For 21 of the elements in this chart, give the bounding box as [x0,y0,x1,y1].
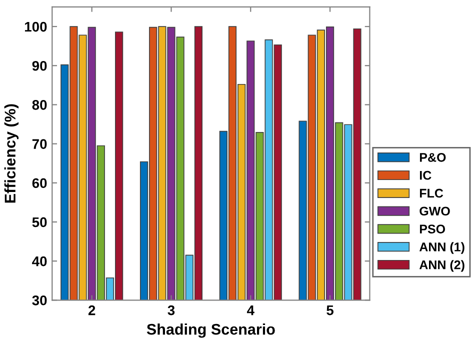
y-tick-label: 70 [32,139,47,149]
x-axis-title: Shading Scenario [146,324,275,338]
y-tick-label: 40 [32,256,47,266]
x-tick-label: 3 [168,305,175,316]
legend-label: IC [420,170,432,180]
y-tick-label: 80 [32,100,47,110]
legend-label: ANN (1) [419,242,464,254]
y-tick-label: 30 [32,295,47,306]
legend-label: ANN (2) [419,260,464,272]
y-tick-label: 60 [32,178,47,188]
legend-label: PSO [420,224,446,234]
x-tick-label: 5 [326,306,334,316]
y-tick-label: 50 [32,217,47,228]
y-tick-label: 90 [32,60,47,71]
y-tick-label: 100 [24,22,47,32]
y-axis-title: Efficiency (%) [4,104,19,203]
legend-label: GWO [420,206,450,216]
legend-label: FLC [420,188,444,198]
x-tick-label: 4 [246,306,254,316]
x-tick-label: 2 [88,305,96,316]
legend-label: P&O [420,152,446,162]
